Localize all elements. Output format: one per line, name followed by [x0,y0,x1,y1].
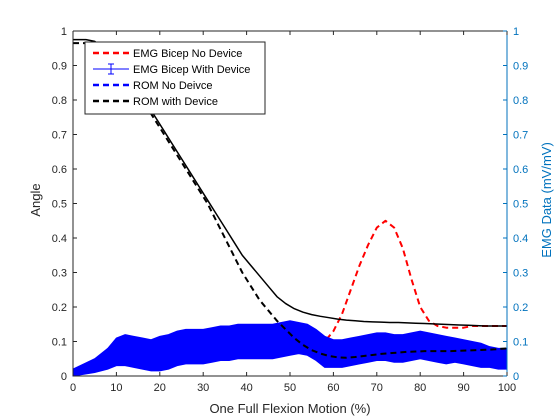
y-tick-label-right: 0 [513,371,519,383]
y-tick-label-left: 0.1 [52,337,67,349]
y-tick-label-right: 0.7 [513,130,528,142]
x-tick-label: 60 [327,382,339,394]
x-tick-label: 10 [110,382,122,394]
y-tick-label-right: 0.3 [513,268,528,280]
legend-entry-label: EMG Bicep No Device [133,48,242,60]
x-tick-label: 40 [240,382,252,394]
y-tick-label-left: 0.9 [52,61,67,73]
y-tick-label-right: 0.8 [513,95,528,107]
y-axis-label-right: EMG Data (mV/mV) [539,142,554,258]
legend-entry-label: EMG Bicep With Device [133,64,250,76]
y-tick-label-right: 0.9 [513,61,528,73]
y-tick-label-right: 0.1 [513,337,528,349]
y-tick-label-left: 0.2 [52,302,67,314]
y-tick-label-left: 0.4 [52,233,67,245]
y-tick-label-left: 0.6 [52,164,67,176]
x-axis-label: One Full Flexion Motion (%) [209,401,370,416]
y-tick-label-left: 0.3 [52,268,67,280]
x-tick-label: 70 [371,382,383,394]
legend-entry-label: ROM with Device [133,96,218,108]
series-line-emg-with-device [72,337,507,374]
y-tick-label-left: 0.7 [52,130,67,142]
y-tick-label-left: 1 [61,26,67,38]
x-tick-label: 80 [414,382,426,394]
y-tick-label-right: 0.6 [513,164,528,176]
series-line-3 [73,42,508,359]
x-tick-label: 30 [197,382,209,394]
y-tick-label-right: 1 [513,26,519,38]
y-tick-label-right: 0.2 [513,302,528,314]
legend-entry-label: ROM No Deivce [133,80,212,92]
y-tick-label-right: 0.5 [513,199,528,211]
y-tick-label-right: 0.4 [513,233,528,245]
y-tick-label-left: 0.5 [52,199,67,211]
x-tick-label: 50 [284,382,296,394]
x-tick-label: 0 [70,382,76,394]
plot-area [72,38,508,377]
legend: EMG Bicep No Device EMG Bicep With Device… [84,41,266,115]
x-tick-label: 90 [457,382,469,394]
x-tick-label: 20 [154,382,166,394]
y-tick-label-left: 0.8 [52,95,67,107]
y-tick-label-left: 0 [61,371,67,383]
x-tick-label: 100 [498,382,516,394]
y-axis-label-left: Angle [28,183,43,216]
axes-layer: 0 10 20 30 40 50 60 70 80 90 10000.10.20.30.40.50.… [52,26,529,394]
